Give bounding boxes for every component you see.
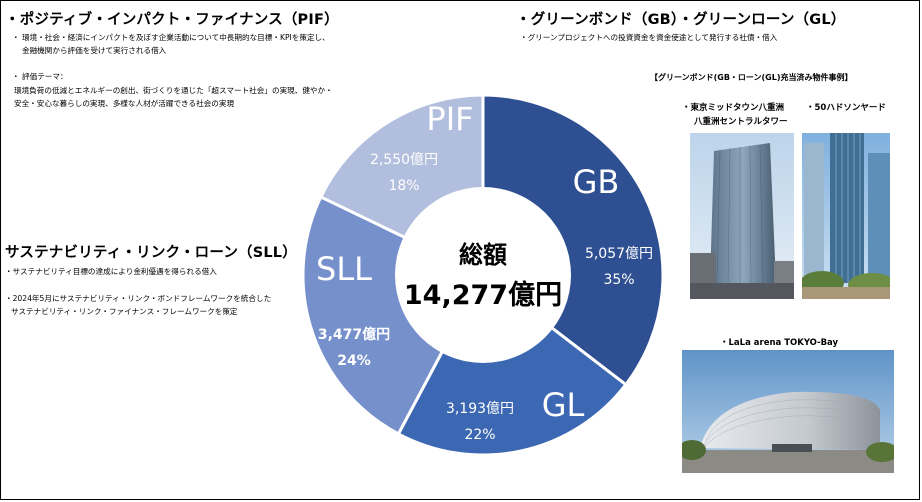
pif-desc-line1: ・ 環境・社会・経済にインパクトを及ぼす企業活動について中長期的な目標・KPIを…	[12, 33, 330, 42]
sll-note-line2: サステナビリティ・リンク・ファイナンス・フレームワークを策定	[11, 307, 238, 316]
sll-title: サステナビリティ・リンク・ローン（SLL）	[5, 245, 297, 261]
slice-value-sll: 3,477億円	[318, 326, 390, 343]
pif-theme-line2: 安全・安心な暮らしの実現、多様な人材が活躍できる社会の実現	[14, 99, 235, 108]
donut-chart: GB 5,057億円 35% GL 3,193億円 22% SLL 3,477億円 24% PIF…	[301, 93, 665, 457]
slice-value-gb: 5,057億円	[585, 246, 653, 262]
donut-center	[395, 187, 571, 363]
pif-title: ・ポジティブ・インパクト・ファイナンス（PIF）	[5, 12, 339, 28]
slice-percent-sll: 24%	[337, 353, 371, 369]
photo3-caption: ・LaLa arena TOKYO-Bay	[720, 338, 839, 348]
photo1-caption-line2: 八重洲セントラルタワー	[694, 117, 788, 127]
sll-note-line1: ・2024年5月にサステナビリティ・リンク・ボンドフレームワークを統合した	[5, 294, 272, 303]
center-label: 総額	[459, 241, 507, 269]
photo-50-hudson-yards	[802, 133, 890, 299]
slice-percent-pif: 18%	[388, 178, 419, 194]
slice-label-sll: SLL	[316, 250, 372, 288]
photo-tokyo-midtown-yaesu	[690, 133, 794, 299]
slice-percent-gb: 35%	[603, 272, 634, 288]
center-total: 14,277億円	[404, 280, 562, 311]
pif-theme-line1: 環境負荷の低減とエネルギーの創出、街づくりを通じた「超スマート社会」の実現、健や…	[14, 86, 333, 95]
photo-lala-arena-tokyo-bay	[682, 350, 894, 473]
examples-title: 【グリーンボンド(GB・ローン(GL)充当済み物件事例】	[650, 73, 853, 82]
photo2-caption: ・50ハドソンヤード	[806, 103, 886, 113]
green-title: ・グリーンボンド（GB）・グリーンローン（GL）	[516, 12, 846, 28]
photo1-caption-line1: ・東京ミッドタウン八重洲	[682, 103, 785, 113]
pif-theme-label: ・ 評価テーマ：	[12, 72, 68, 81]
slice-gl	[396, 272, 628, 457]
slice-value-pif: 2,550億円	[370, 152, 438, 168]
sll-desc: ・サステナビリティ目標の達成により金利優遇を得られる借入	[5, 267, 217, 276]
slice-label-gl: GL	[542, 386, 585, 424]
green-desc: ・グリーンプロジェクトへの投資資金を資金使途として発行する社債・借入	[520, 33, 778, 42]
pif-desc-line2: 金融機関から評価を受けて実行される借入	[22, 46, 167, 55]
slice-value-gl: 3,193億円	[446, 401, 514, 417]
slice-gb	[481, 93, 665, 387]
slice-label-gb: GB	[573, 163, 620, 201]
slice-percent-gl: 22%	[464, 427, 495, 443]
slice-label-pif: PIF	[426, 100, 473, 138]
